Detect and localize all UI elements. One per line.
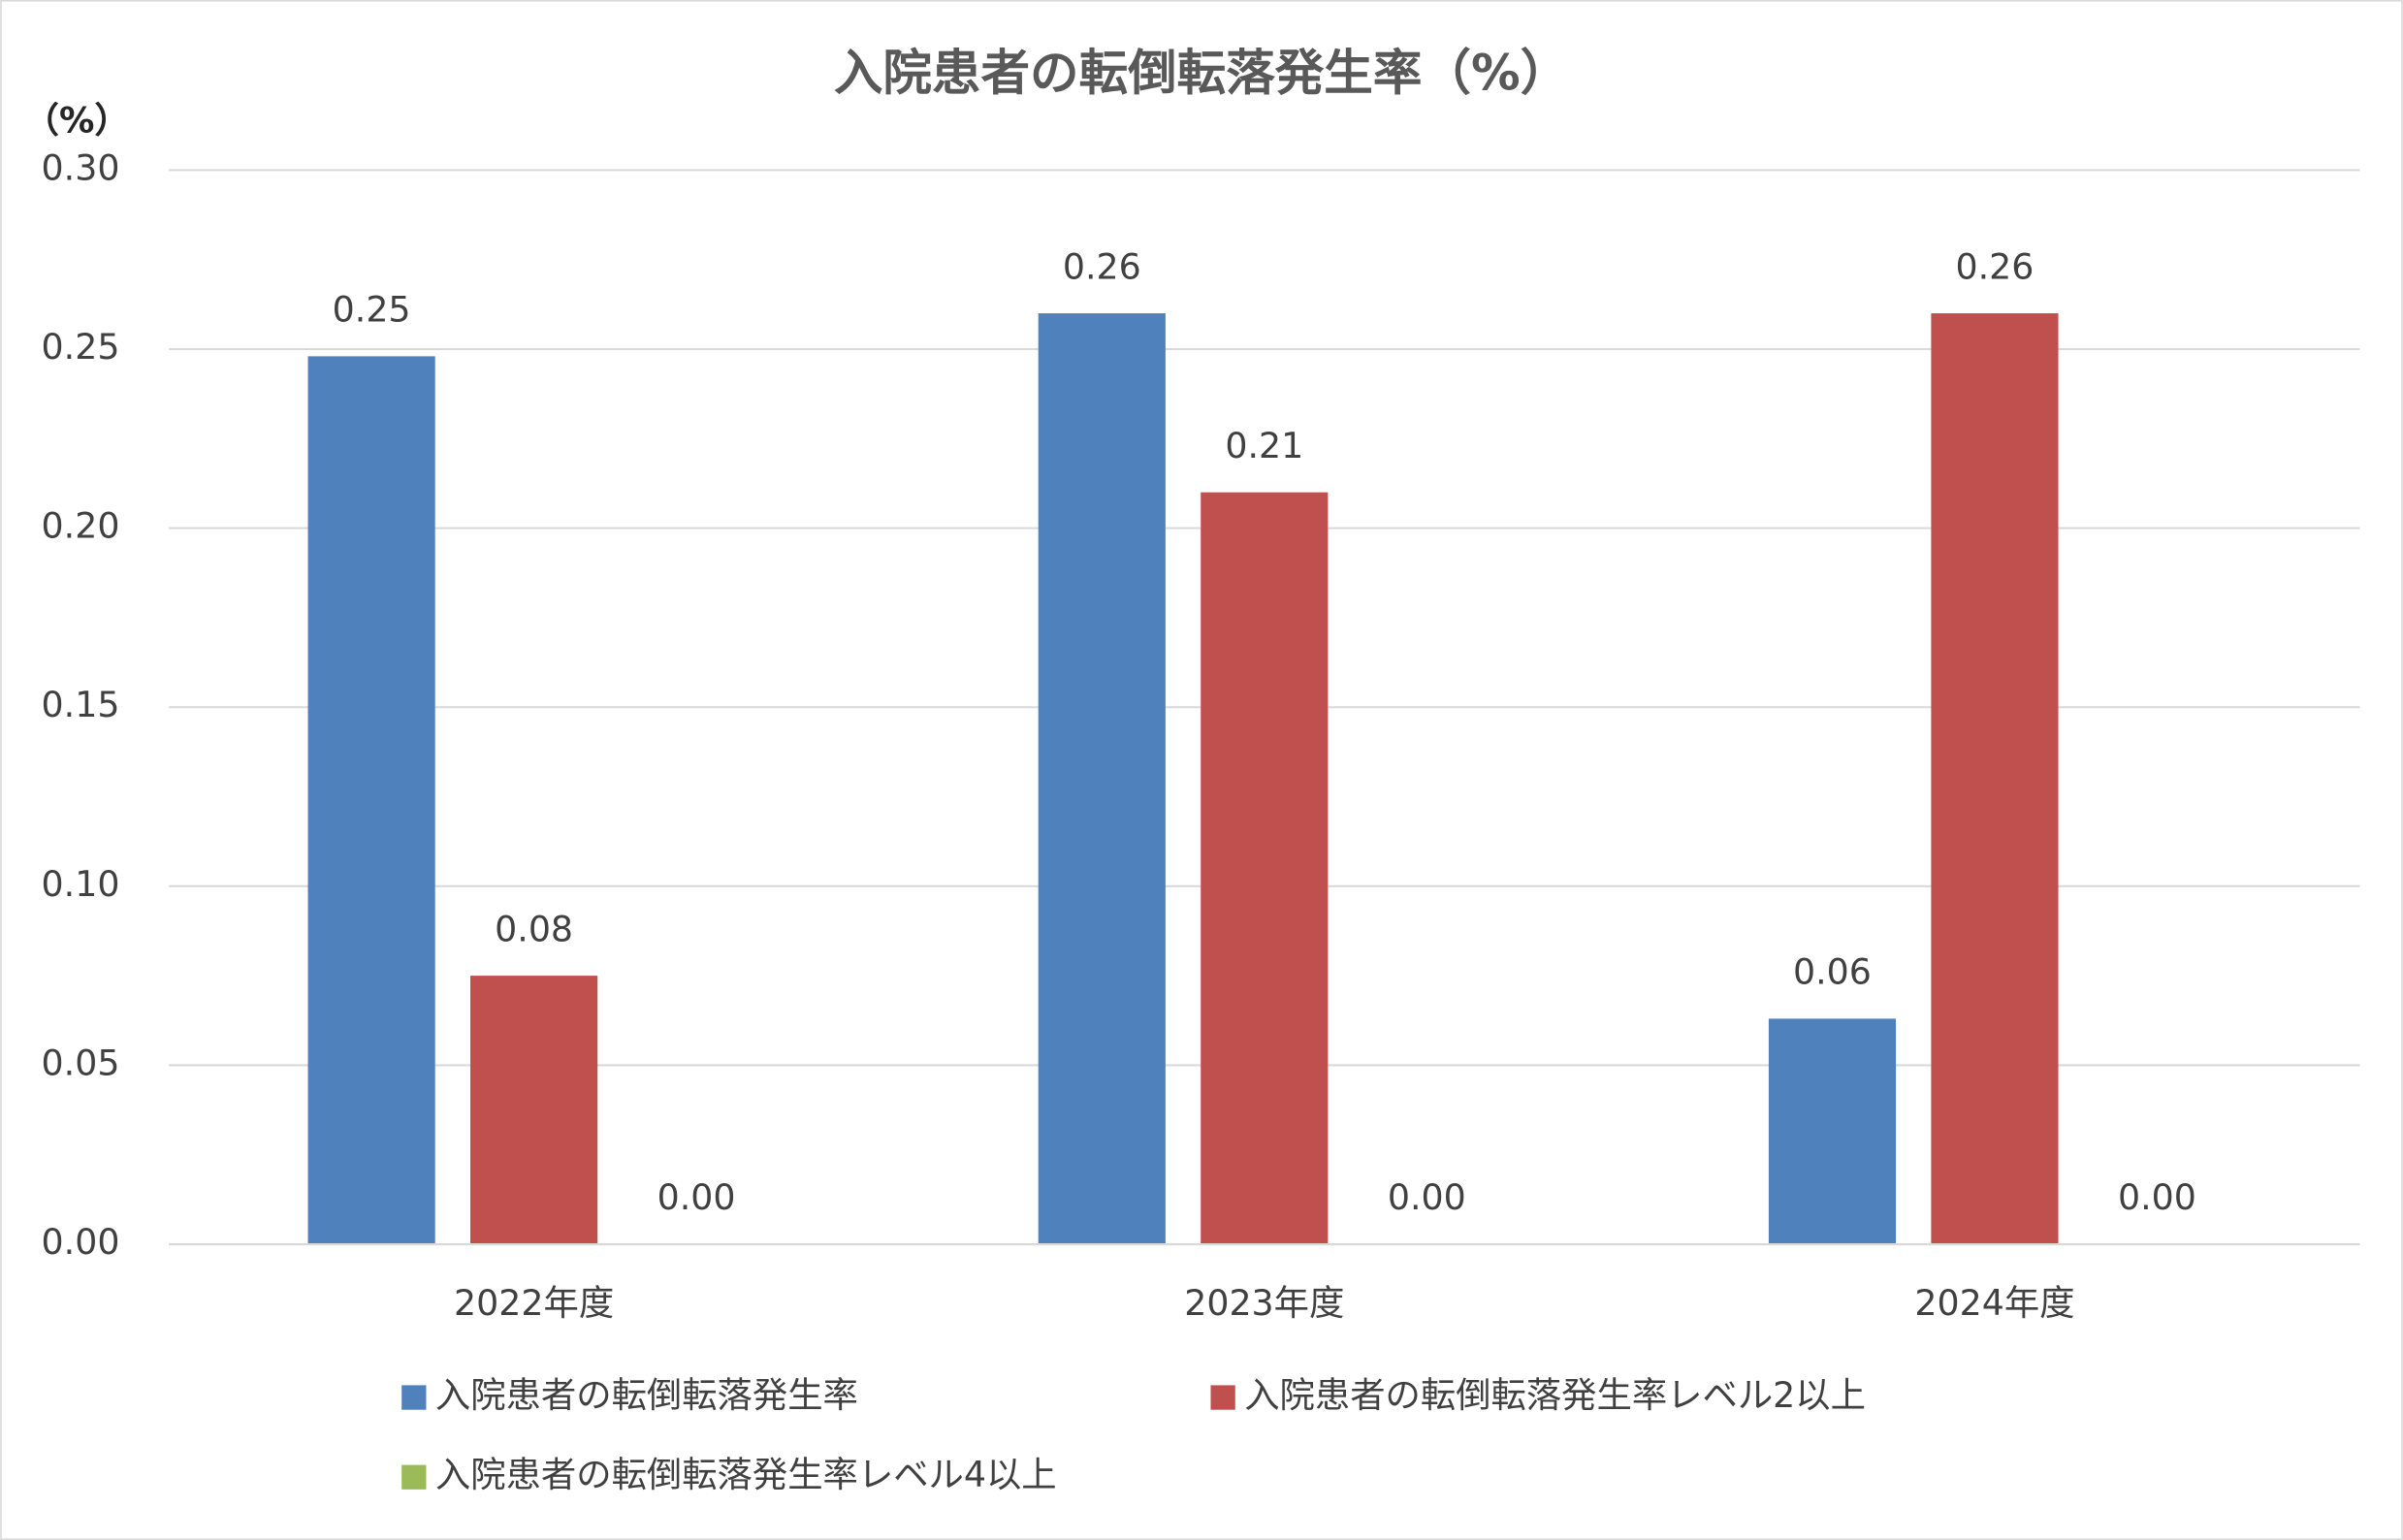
value-label: 0.21	[1225, 425, 1303, 466]
x-tick-label: 2024年度	[1914, 1282, 2074, 1324]
value-label: 0.00	[657, 1176, 736, 1218]
y-tick-label: 0.20	[42, 505, 120, 547]
bar	[470, 976, 598, 1245]
legend-label: 入院患者の転倒転落発生率レベル4以上	[435, 1454, 1057, 1495]
y-tick-label: 0.15	[42, 684, 120, 725]
legend-swatch	[401, 1464, 427, 1490]
legend-label: 入院患者の転倒転落発生率	[435, 1374, 858, 1416]
legend-swatch	[1210, 1385, 1235, 1410]
bar	[1768, 1018, 1897, 1245]
value-label: 0.06	[1793, 951, 1872, 993]
value-label: 0.26	[1956, 245, 2035, 287]
value-label: 0.08	[495, 908, 573, 949]
value-label: 0.00	[2118, 1176, 2196, 1218]
y-tick-label: 0.00	[42, 1221, 120, 1263]
value-label: 0.00	[1388, 1176, 1466, 1218]
x-tick-label: 2023年度	[1184, 1282, 1344, 1324]
legend-label: 入院患者の転倒転落発生率レベル2以上	[1244, 1374, 1866, 1416]
value-label: 0.26	[1063, 245, 1141, 287]
bar	[1931, 313, 2059, 1245]
y-axis-label: （%）	[24, 99, 130, 141]
bar	[307, 356, 435, 1245]
x-tick-label: 2022年度	[454, 1282, 614, 1324]
bar	[1201, 492, 1329, 1245]
chart-title: 入院患者の転倒転落発生率（%）	[834, 45, 1569, 102]
y-tick-label: 0.05	[42, 1042, 120, 1083]
y-tick-label: 0.10	[42, 863, 120, 905]
bar	[1038, 313, 1166, 1245]
legend-swatch	[401, 1385, 427, 1410]
value-label: 0.25	[333, 289, 411, 331]
y-tick-label: 0.30	[42, 146, 120, 188]
y-tick-label: 0.25	[42, 326, 120, 368]
